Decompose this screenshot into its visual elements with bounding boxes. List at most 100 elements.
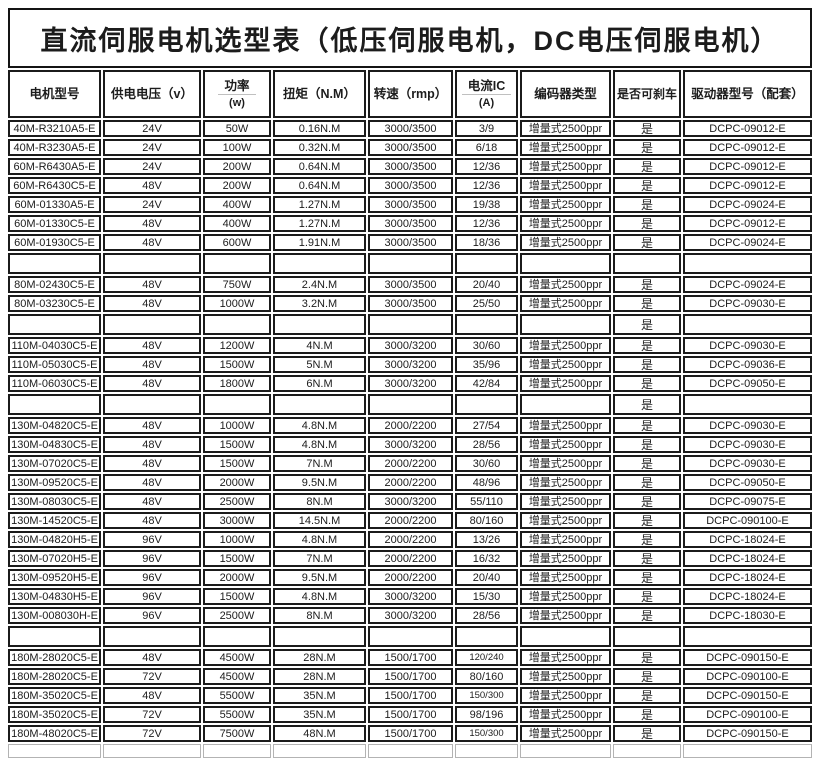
- table-cell: 增量式2500ppr: [520, 588, 611, 605]
- table-cell: 是: [613, 474, 681, 491]
- table-row: 130M-07020C5-E 48V 1500W 7N.M 2000/2200 30/60…: [8, 455, 812, 472]
- table-cell: 180M-28020C5-E: [8, 649, 101, 666]
- table-cell: 增量式2500ppr: [520, 706, 611, 723]
- table-cell: 增量式2500ppr: [520, 607, 611, 624]
- table-header-row: 电机型号 供电电压（v） 功率 (w) 扭矩（N.M） 转速（rmp） 电流IC (A) 编码器…: [8, 70, 812, 118]
- table-cell: 2000/2200: [368, 531, 453, 548]
- table-cell: 130M-008030H-E: [8, 607, 101, 624]
- table-cell: 3000/3500: [368, 158, 453, 175]
- table-row: 130M-04830C5-E 48V 1500W 4.8N.M 3000/3200 28/…: [8, 436, 812, 453]
- table-row: 130M-14520C5-E 48V 3000W 14.5N.M 2000/2200 80…: [8, 512, 812, 529]
- table-cell: 28N.M: [273, 649, 366, 666]
- table-cell: 2000W: [203, 569, 271, 586]
- column-header-line1: 功率: [218, 79, 256, 95]
- table-cell: DCPC-09012-E: [683, 158, 812, 175]
- table-cell: DCPC-09075-E: [683, 493, 812, 510]
- table-cell: 48V: [103, 493, 201, 510]
- table-cell: 是: [613, 196, 681, 213]
- separator-row: 是: [8, 314, 812, 335]
- table-cell: 是: [613, 550, 681, 567]
- column-header-line2: (w): [229, 96, 245, 109]
- table-cell: 180M-28020C5-E: [8, 668, 101, 685]
- table-cell: 9.5N.M: [273, 569, 366, 586]
- table-row: 60M-01330A5-E 24V 400W 1.27N.M 3000/3500 19/3…: [8, 196, 812, 213]
- table-row: 130M-09520C5-E 48V 2000W 9.5N.M 2000/2200 48/…: [8, 474, 812, 491]
- table-cell: 增量式2500ppr: [520, 234, 611, 251]
- table-cell: 增量式2500ppr: [520, 375, 611, 392]
- table-cell: DCPC-090100-E: [683, 512, 812, 529]
- selection-table: 直流伺服电机选型表（低压伺服电机，DC电压伺服电机） 电机型号 供电电压（v） 功率…: [8, 8, 812, 758]
- table-cell: 130M-09520H5-E: [8, 569, 101, 586]
- table-cell: 是: [613, 668, 681, 685]
- column-header: 编码器类型: [520, 70, 611, 118]
- table-cell: 12/36: [455, 177, 518, 194]
- table-cell: 3000/3500: [368, 196, 453, 213]
- table-cell: 2000/2200: [368, 455, 453, 472]
- table-cell: 72V: [103, 668, 201, 685]
- table-cell: 7N.M: [273, 455, 366, 472]
- table-cell: 18/36: [455, 234, 518, 251]
- table-cell: 增量式2500ppr: [520, 436, 611, 453]
- table-cell: 30/60: [455, 337, 518, 354]
- table-cell: 48V: [103, 512, 201, 529]
- table-cell: [203, 744, 271, 758]
- table-cell: 2000/2200: [368, 512, 453, 529]
- table-cell: 60M-R6430A5-E: [8, 158, 101, 175]
- table-cell: [455, 744, 518, 758]
- table-cell: 增量式2500ppr: [520, 356, 611, 373]
- table-cell: 24V: [103, 139, 201, 156]
- table-cell: [455, 314, 518, 335]
- table-cell: 3000/3500: [368, 276, 453, 293]
- table-cell: 3000/3500: [368, 215, 453, 232]
- table-cell: [8, 394, 101, 415]
- table-cell: DCPC-090100-E: [683, 668, 812, 685]
- table-cell: 9.5N.M: [273, 474, 366, 491]
- column-header: 电机型号: [8, 70, 101, 118]
- table-cell: 6/18: [455, 139, 518, 156]
- table-cell: 是: [613, 531, 681, 548]
- table-cell: 3000/3200: [368, 356, 453, 373]
- table-cell: 是: [613, 706, 681, 723]
- table-cell: 750W: [203, 276, 271, 293]
- table-cell: [683, 394, 812, 415]
- table-cell: 3000/3200: [368, 436, 453, 453]
- table-row: 80M-03230C5-E 48V 1000W 3.2N.M 3000/3500 25/5…: [8, 295, 812, 312]
- table-cell: 1800W: [203, 375, 271, 392]
- table-cell: 5500W: [203, 706, 271, 723]
- table-cell: 是: [613, 139, 681, 156]
- table-cell: 1500/1700: [368, 687, 453, 704]
- table-row: 130M-008030H-E 96V 2500W 8N.M 3000/3200 28/56…: [8, 607, 812, 624]
- table-cell: 是: [613, 276, 681, 293]
- table-cell: 0.64N.M: [273, 158, 366, 175]
- table-cell: 96V: [103, 550, 201, 567]
- column-header: 电流IC (A): [455, 70, 518, 118]
- table-cell: 5N.M: [273, 356, 366, 373]
- table-cell: 是: [613, 375, 681, 392]
- table-cell: 110M-05030C5-E: [8, 356, 101, 373]
- table-cell: 增量式2500ppr: [520, 158, 611, 175]
- table-cell: 3000/3500: [368, 234, 453, 251]
- table-cell: DCPC-09012-E: [683, 139, 812, 156]
- table-cell: DCPC-18024-E: [683, 550, 812, 567]
- table-cell: 增量式2500ppr: [520, 649, 611, 666]
- table-cell: 130M-14520C5-E: [8, 512, 101, 529]
- table-cell: DCPC-090100-E: [683, 706, 812, 723]
- table-cell: [203, 626, 271, 647]
- table-cell: 150/300: [455, 687, 518, 704]
- table-cell: 48V: [103, 177, 201, 194]
- table-cell: 12/36: [455, 158, 518, 175]
- table-cell: 27/54: [455, 417, 518, 434]
- table-cell: 40M-R3230A5-E: [8, 139, 101, 156]
- table-cell: 4.8N.M: [273, 417, 366, 434]
- table-cell: [273, 744, 366, 758]
- table-row: 180M-28020C5-E 72V 4500W 28N.M 1500/1700 80/1…: [8, 668, 812, 685]
- table-cell: 48V: [103, 455, 201, 472]
- table-cell: DCPC-09012-E: [683, 177, 812, 194]
- table-cell: [103, 253, 201, 274]
- table-cell: DCPC-09024-E: [683, 276, 812, 293]
- table-cell: [103, 626, 201, 647]
- table-cell: [203, 394, 271, 415]
- table-cell: 是: [613, 436, 681, 453]
- table-cell: [455, 253, 518, 274]
